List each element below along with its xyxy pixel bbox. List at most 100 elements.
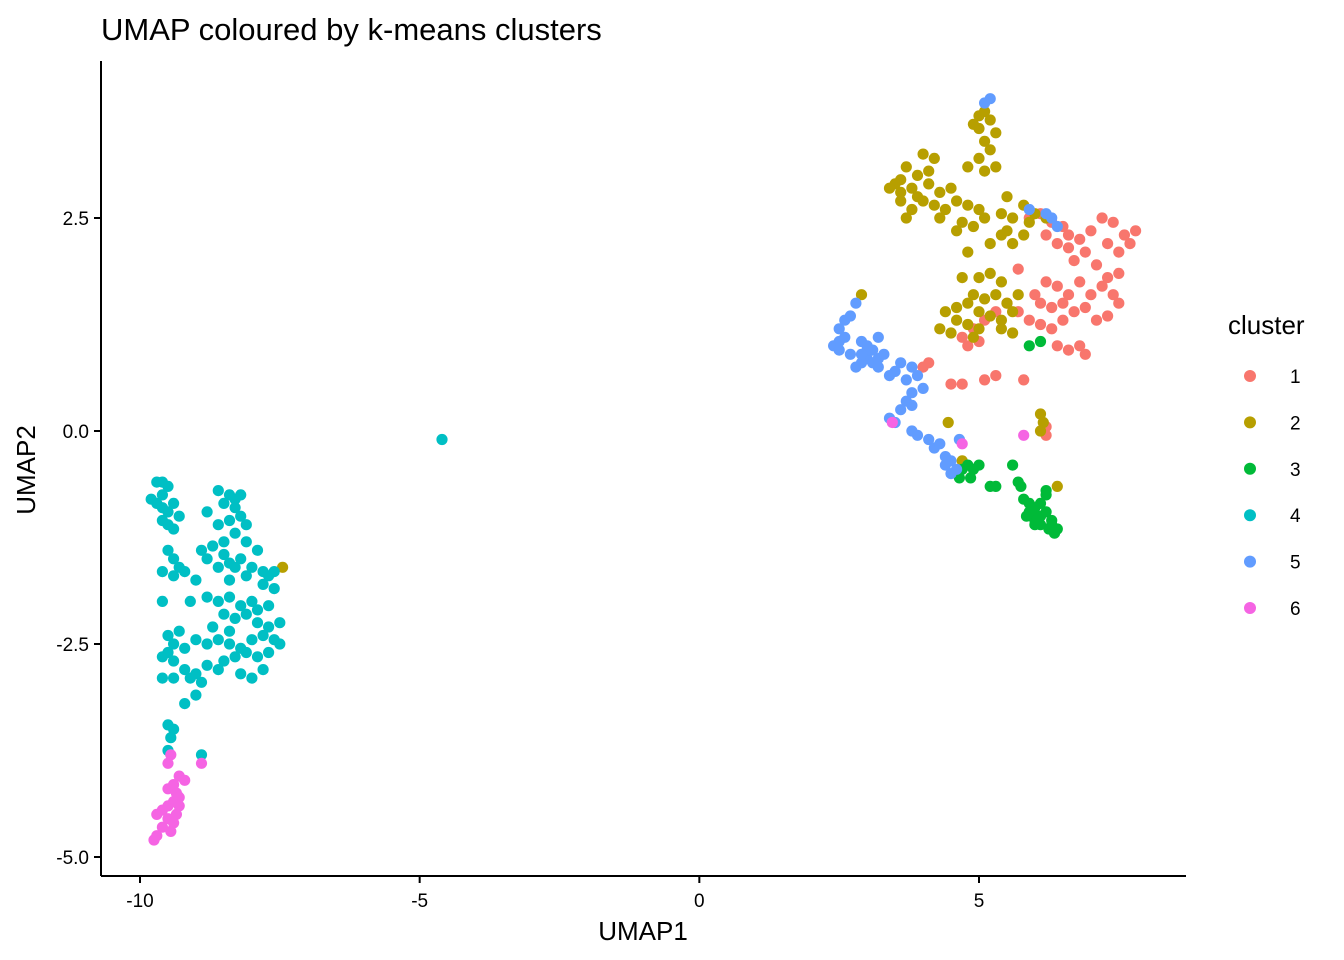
point-cluster-1 [1113,246,1125,258]
point-cluster-4 [168,497,180,509]
point-cluster-4 [212,595,224,608]
point-cluster-1 [1096,212,1108,224]
point-cluster-4 [207,540,219,552]
point-cluster-6 [1018,429,1030,441]
point-cluster-4 [168,655,180,667]
point-cluster-3 [953,472,966,484]
point-cluster-2 [967,289,980,301]
point-cluster-1 [1102,272,1114,284]
point-cluster-4 [168,672,180,684]
point-cluster-4 [201,506,213,518]
point-cluster-2 [962,246,974,258]
point-cluster-1 [1023,314,1035,326]
point-cluster-4 [240,536,252,548]
point-cluster-2 [973,122,985,135]
point-cluster-5 [872,331,884,343]
point-cluster-1 [1068,306,1080,318]
point-cluster-1 [1085,225,1097,237]
point-cluster-2 [1012,289,1024,301]
point-cluster-1 [1090,259,1103,271]
point-cluster-2 [917,148,929,160]
point-cluster-4 [263,621,275,633]
point-cluster-4 [156,566,168,578]
point-cluster-4 [218,536,230,548]
point-cluster-4 [251,604,264,616]
point-cluster-4 [212,485,224,497]
point-cluster-4 [218,497,230,509]
point-cluster-4 [235,553,247,565]
point-cluster-1 [1051,280,1063,292]
point-cluster-4 [223,591,236,603]
point-cluster-2 [945,182,957,194]
point-cluster-2 [951,314,963,326]
point-cluster-1 [1057,297,1069,309]
point-cluster-3 [1015,480,1027,492]
y-tick-label: -5.0 [56,848,89,869]
point-cluster-4 [251,651,264,663]
point-cluster-4 [168,723,180,735]
point-cluster-2 [928,199,940,211]
point-cluster-6 [179,774,191,786]
point-cluster-4 [235,489,247,501]
point-cluster-1 [1074,276,1086,288]
point-cluster-2 [855,289,868,301]
point-cluster-4 [263,646,275,659]
point-cluster-3 [1040,485,1052,497]
legend-key-2 [1244,416,1256,429]
point-cluster-5 [895,404,907,416]
y-tick-label: 2.5 [63,209,89,230]
point-cluster-4 [179,642,191,654]
point-cluster-2 [895,186,907,198]
point-cluster-5 [872,361,884,373]
point-cluster-6 [173,791,185,804]
point-cluster-4 [240,519,252,531]
point-cluster-5 [855,348,868,360]
point-cluster-1 [1102,310,1114,322]
point-cluster-6 [165,825,177,838]
point-cluster-2 [979,293,991,305]
point-cluster-2 [973,323,985,335]
point-cluster-1 [1096,280,1108,292]
point-cluster-1 [1079,301,1091,314]
point-cluster-1 [1074,340,1086,352]
point-cluster-1 [1124,238,1136,250]
point-cluster-2 [883,182,896,194]
point-cluster-1 [1107,289,1119,301]
x-tick-label: 0 [694,891,705,912]
point-cluster-4 [168,570,180,582]
point-cluster-1 [1046,301,1058,314]
point-cluster-6 [162,757,174,769]
point-cluster-4 [235,668,247,680]
point-cluster-4 [274,638,286,650]
point-cluster-5 [911,370,924,382]
point-cluster-3 [1034,519,1047,531]
point-cluster-1 [945,378,957,390]
point-cluster-4 [173,625,185,637]
point-cluster-2 [277,561,289,573]
point-cluster-1 [1079,246,1091,258]
point-cluster-4 [190,574,202,586]
point-cluster-4 [235,510,247,522]
point-cluster-4 [223,514,236,527]
point-cluster-2 [951,301,963,314]
x-axis-label: UMAP1 [598,916,688,946]
point-cluster-1 [1012,263,1024,275]
point-cluster-5 [906,387,918,399]
point-cluster-4 [179,566,191,578]
point-cluster-1 [1040,229,1052,241]
point-cluster-1 [1057,314,1069,326]
legend-label-5: 5 [1290,553,1301,574]
point-cluster-2 [923,178,935,190]
point-cluster-2 [906,182,918,194]
point-cluster-4 [218,608,230,620]
point-cluster-2 [900,161,912,173]
point-cluster-1 [1130,225,1142,237]
point-cluster-2 [934,212,946,224]
point-cluster-4 [257,664,269,676]
x-tick-label: 5 [974,891,985,912]
point-cluster-2 [979,135,991,147]
point-cluster-2 [973,272,985,284]
point-cluster-2 [990,289,1002,301]
point-cluster-2 [1018,229,1030,241]
point-cluster-4 [156,595,168,608]
